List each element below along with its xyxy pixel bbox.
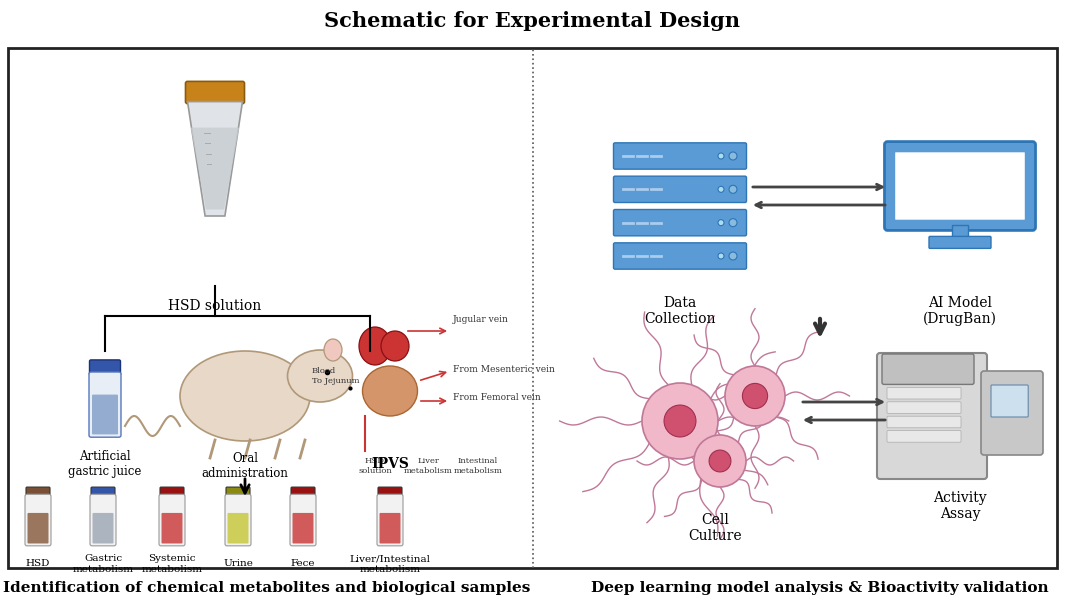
- FancyBboxPatch shape: [28, 513, 49, 544]
- FancyBboxPatch shape: [613, 176, 747, 202]
- FancyBboxPatch shape: [26, 487, 50, 498]
- Bar: [952, 225, 968, 239]
- FancyBboxPatch shape: [377, 494, 403, 546]
- Polygon shape: [187, 102, 243, 216]
- FancyBboxPatch shape: [379, 513, 400, 544]
- Text: HSD
solution: HSD solution: [358, 458, 392, 474]
- FancyBboxPatch shape: [162, 513, 182, 544]
- Text: Activity
Assay: Activity Assay: [933, 491, 987, 521]
- Ellipse shape: [381, 331, 409, 361]
- FancyBboxPatch shape: [89, 372, 121, 437]
- Text: Intestinal
metabolism: Intestinal metabolism: [454, 458, 503, 474]
- Circle shape: [730, 219, 737, 227]
- Circle shape: [730, 152, 737, 160]
- Text: Artificial
gastric juice: Artificial gastric juice: [68, 450, 142, 478]
- Text: From Femoral vein: From Femoral vein: [453, 393, 541, 402]
- Text: IPVS: IPVS: [371, 457, 409, 471]
- FancyBboxPatch shape: [613, 210, 747, 236]
- Ellipse shape: [362, 366, 417, 416]
- FancyBboxPatch shape: [887, 402, 961, 413]
- Text: Fece: Fece: [291, 559, 315, 568]
- FancyBboxPatch shape: [291, 487, 315, 498]
- FancyBboxPatch shape: [981, 371, 1043, 455]
- Circle shape: [709, 450, 731, 472]
- Ellipse shape: [180, 351, 310, 441]
- FancyBboxPatch shape: [929, 236, 992, 248]
- FancyBboxPatch shape: [228, 513, 248, 544]
- Ellipse shape: [324, 339, 342, 361]
- FancyBboxPatch shape: [887, 416, 961, 428]
- FancyBboxPatch shape: [93, 513, 114, 544]
- FancyBboxPatch shape: [160, 487, 184, 498]
- FancyBboxPatch shape: [895, 152, 1026, 221]
- Circle shape: [718, 186, 724, 192]
- Text: Gastric
metabolism: Gastric metabolism: [72, 554, 133, 574]
- FancyBboxPatch shape: [225, 494, 251, 546]
- FancyBboxPatch shape: [290, 494, 316, 546]
- Text: Schematic for Experimental Design: Schematic for Experimental Design: [325, 11, 740, 31]
- Text: Urine: Urine: [223, 559, 253, 568]
- Text: Systemic
metabolism: Systemic metabolism: [142, 554, 202, 574]
- Circle shape: [730, 185, 737, 193]
- Text: Liver
metabolism: Liver metabolism: [404, 458, 453, 474]
- Text: Blood
To Jejunum: Blood To Jejunum: [312, 367, 360, 385]
- FancyBboxPatch shape: [226, 487, 250, 498]
- FancyBboxPatch shape: [378, 487, 402, 498]
- Circle shape: [694, 435, 745, 487]
- Text: Liver/Intestinal
metabolism: Liver/Intestinal metabolism: [349, 554, 430, 574]
- Text: Cell
Culture: Cell Culture: [688, 513, 742, 543]
- Circle shape: [718, 153, 724, 159]
- FancyBboxPatch shape: [185, 81, 245, 104]
- FancyBboxPatch shape: [91, 487, 115, 498]
- FancyBboxPatch shape: [887, 387, 961, 399]
- FancyBboxPatch shape: [24, 494, 51, 546]
- FancyBboxPatch shape: [613, 143, 747, 169]
- FancyBboxPatch shape: [91, 494, 116, 546]
- Circle shape: [665, 405, 695, 437]
- FancyBboxPatch shape: [89, 360, 120, 376]
- Text: Deep learning model analysis & Bioactivity validation: Deep learning model analysis & Bioactivi…: [591, 581, 1049, 595]
- FancyBboxPatch shape: [992, 385, 1028, 417]
- Circle shape: [642, 383, 718, 459]
- Text: Data
Collection: Data Collection: [644, 296, 716, 326]
- FancyBboxPatch shape: [293, 513, 313, 544]
- Text: HSD solution: HSD solution: [168, 299, 262, 313]
- Circle shape: [730, 252, 737, 260]
- Text: From Mesenteric vein: From Mesenteric vein: [453, 364, 555, 373]
- Circle shape: [718, 219, 724, 225]
- Text: Identification of chemical metabolites and biological samples: Identification of chemical metabolites a…: [2, 581, 530, 595]
- FancyBboxPatch shape: [882, 354, 974, 384]
- Bar: [9, 48, 1056, 568]
- FancyBboxPatch shape: [885, 142, 1035, 230]
- Text: Jugular vein: Jugular vein: [453, 315, 509, 324]
- Ellipse shape: [288, 350, 353, 402]
- Circle shape: [742, 384, 768, 408]
- Ellipse shape: [359, 327, 391, 365]
- Text: Oral
administration: Oral administration: [201, 452, 289, 480]
- Circle shape: [725, 366, 785, 426]
- FancyBboxPatch shape: [613, 243, 747, 269]
- FancyBboxPatch shape: [876, 353, 987, 479]
- Text: HSD: HSD: [26, 559, 50, 568]
- Text: AI Model
(DrugBan): AI Model (DrugBan): [923, 296, 997, 327]
- FancyBboxPatch shape: [887, 431, 961, 442]
- Polygon shape: [191, 128, 240, 210]
- Circle shape: [718, 253, 724, 259]
- FancyBboxPatch shape: [92, 395, 118, 435]
- FancyBboxPatch shape: [159, 494, 185, 546]
